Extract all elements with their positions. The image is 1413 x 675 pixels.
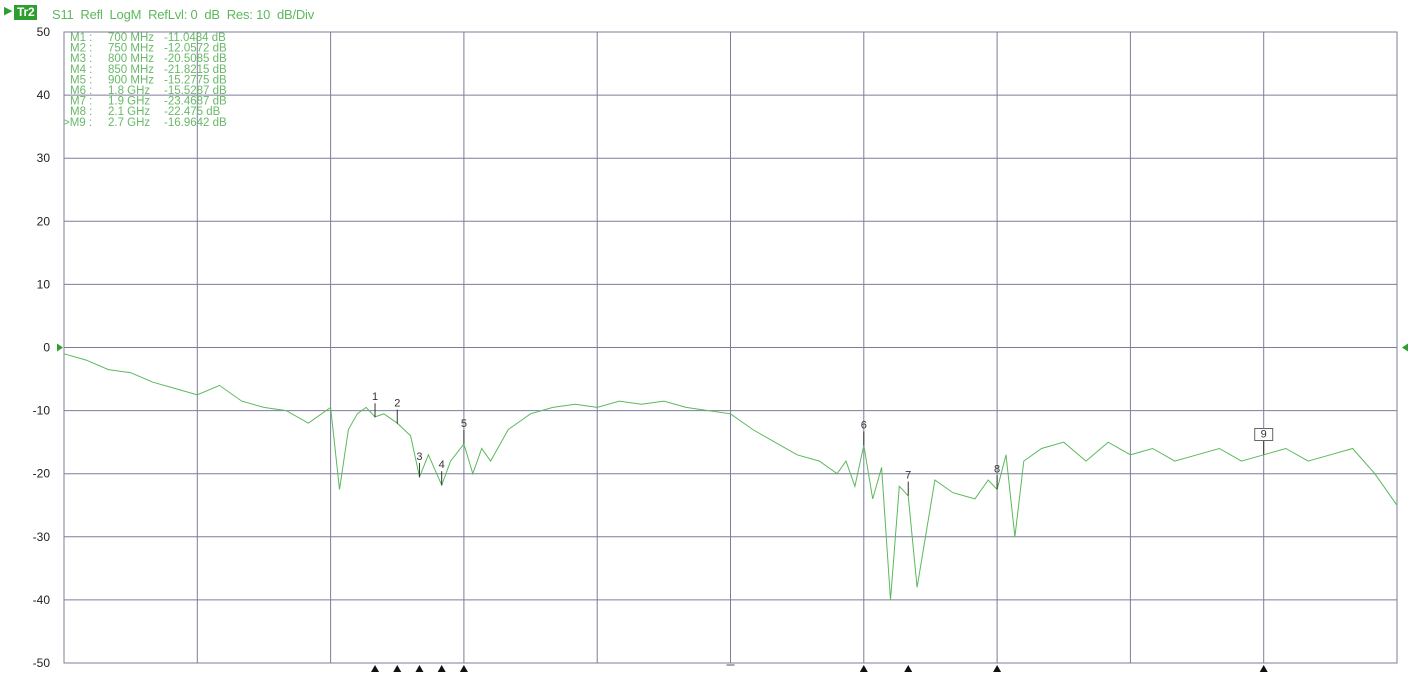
marker-9-readout-freq: 2.7 GHz bbox=[108, 117, 150, 129]
marker-1-readout-freq: 700 MHz bbox=[108, 32, 154, 44]
marker-6-readout-freq: 1.8 GHz bbox=[108, 85, 150, 97]
marker-9-readout-label: >M9 : bbox=[63, 117, 92, 129]
marker-5-triangle-icon[interactable] bbox=[459, 665, 468, 672]
marker-5-label[interactable]: 5 bbox=[461, 418, 467, 430]
y-tick-label: 50 bbox=[37, 25, 51, 39]
marker-5-readout-value: -15.2775 dB bbox=[164, 74, 227, 86]
marker-6-readout-label: M6 : bbox=[70, 85, 92, 97]
marker-7-readout-value: -23.4687 dB bbox=[164, 96, 227, 108]
marker-1-readout-value: -11.0484 dB bbox=[164, 32, 226, 44]
y-tick-label: -50 bbox=[33, 656, 51, 670]
marker-3-triangle-icon[interactable] bbox=[415, 665, 424, 672]
marker-3-readout-value: -20.5085 dB bbox=[164, 53, 227, 65]
marker-8-readout-value: -22.475 dB bbox=[164, 106, 221, 118]
y-tick-label: 10 bbox=[37, 277, 51, 291]
trace-badge[interactable]: Tr2 bbox=[14, 5, 38, 20]
marker-4-triangle-icon[interactable] bbox=[437, 665, 446, 672]
marker-4-readout-freq: 850 MHz bbox=[108, 64, 154, 76]
y-tick-label: 20 bbox=[37, 214, 51, 228]
marker-1-readout-label: M1 : bbox=[70, 32, 92, 44]
y-tick-label: -20 bbox=[33, 467, 51, 481]
marker-7-readout-freq: 1.9 GHz bbox=[108, 96, 150, 108]
marker-9-box bbox=[1254, 428, 1274, 442]
y-tick-label: 40 bbox=[37, 88, 51, 102]
marker-3-readout-label: M3 : bbox=[70, 53, 92, 65]
marker-2-readout-label: M2 : bbox=[70, 43, 92, 55]
marker-1-triangle-icon[interactable] bbox=[371, 665, 380, 672]
marker-7-label[interactable]: 7 bbox=[905, 470, 911, 482]
marker-8-triangle-icon[interactable] bbox=[993, 665, 1002, 672]
marker-9-label[interactable]: 9 bbox=[1261, 429, 1267, 441]
marker-9-readout-value: -16.9642 dB bbox=[164, 117, 227, 129]
marker-6-readout-value: -15.5287 dB bbox=[164, 85, 227, 97]
marker-3-readout-freq: 800 MHz bbox=[108, 53, 154, 65]
ref-level-left-icon bbox=[57, 343, 63, 352]
marker-6-label[interactable]: 6 bbox=[861, 419, 867, 431]
marker-4-readout-label: M4 : bbox=[70, 64, 92, 76]
trace-line bbox=[63, 353, 1398, 600]
marker-6-triangle-icon[interactable] bbox=[859, 665, 868, 672]
marker-9-triangle-icon[interactable] bbox=[1259, 665, 1268, 672]
marker-8-label[interactable]: 8 bbox=[994, 463, 1000, 475]
marker-1-label[interactable]: 1 bbox=[372, 391, 378, 403]
y-tick-label: 0 bbox=[43, 341, 50, 355]
marker-8-readout-freq: 2.1 GHz bbox=[108, 106, 150, 118]
y-tick-label: -40 bbox=[33, 593, 51, 607]
marker-5-readout-label: M5 : bbox=[70, 74, 92, 86]
trace-header: ▶ Tr2 S11 Refl LogM RefLvl: 0 dB Res: 10… bbox=[0, 0, 1413, 26]
marker-8-readout-label: M8 : bbox=[70, 106, 92, 118]
marker-4-readout-value: -21.8215 dB bbox=[164, 64, 227, 76]
y-tick-label: -30 bbox=[33, 530, 51, 544]
ref-level-right-icon bbox=[1402, 343, 1408, 352]
marker-2-readout-value: -12.0572 dB bbox=[164, 43, 227, 55]
marker-7-triangle-icon[interactable] bbox=[904, 665, 913, 672]
marker-2-readout-freq: 750 MHz bbox=[108, 43, 154, 55]
marker-2-label[interactable]: 2 bbox=[394, 398, 400, 410]
marker-7-readout-label: M7 : bbox=[70, 96, 92, 108]
y-tick-label: 30 bbox=[37, 151, 51, 165]
y-tick-label: -10 bbox=[33, 404, 51, 418]
marker-3-label[interactable]: 3 bbox=[416, 451, 422, 463]
trace-settings-label: S11 Refl LogM RefLvl: 0 dB Res: 10 dB/Di… bbox=[52, 7, 315, 22]
trace-arrow-icon: ▶ bbox=[4, 5, 13, 17]
marker-5-readout-freq: 900 MHz bbox=[108, 74, 154, 86]
marker-4-label[interactable]: 4 bbox=[439, 459, 445, 471]
marker-2-triangle-icon[interactable] bbox=[393, 665, 402, 672]
